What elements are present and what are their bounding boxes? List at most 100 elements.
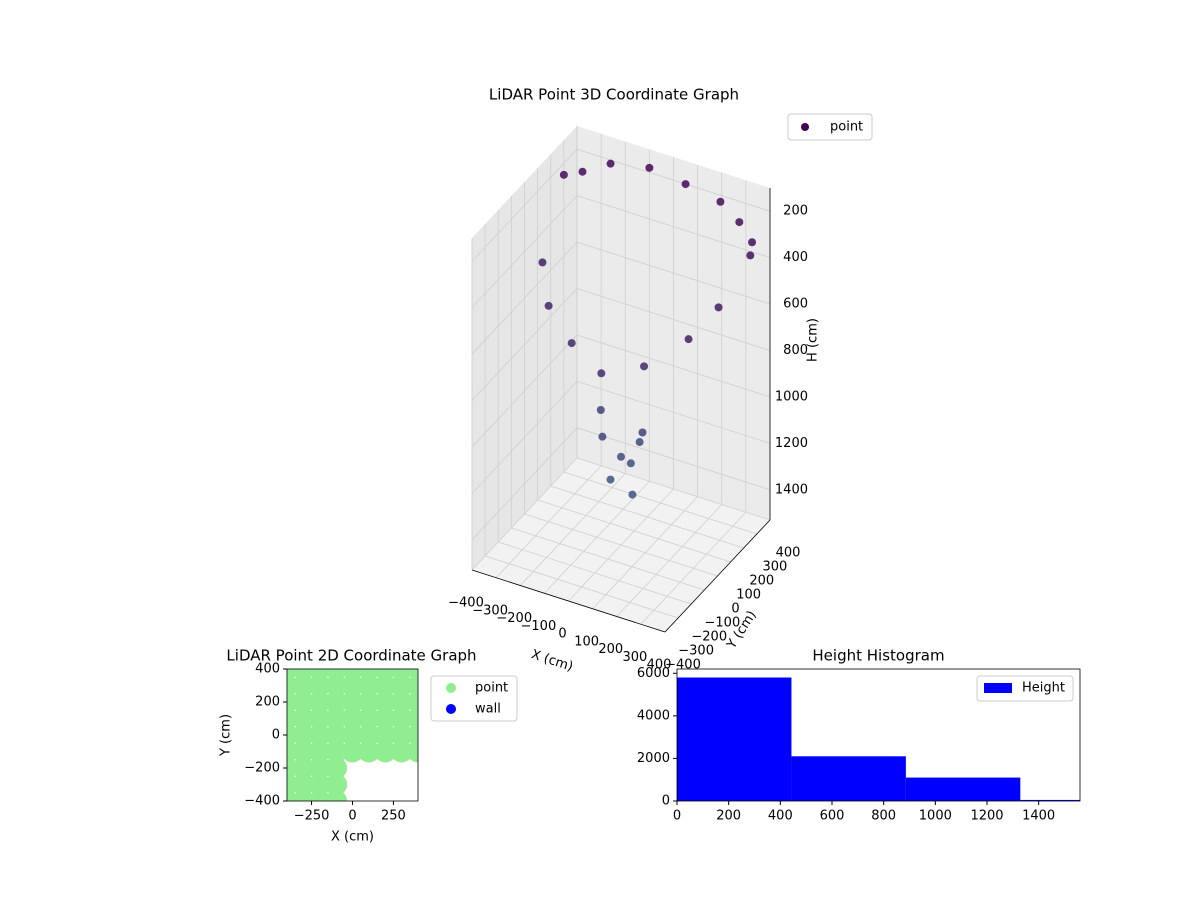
point [292, 790, 315, 801]
legend-label: Height [1022, 681, 1065, 696]
grid-line [576, 334, 771, 398]
point [684, 335, 693, 344]
point [681, 180, 690, 189]
x-tick-label: −200 [496, 611, 532, 626]
legend-marker [801, 123, 809, 131]
grid-line [537, 499, 731, 563]
legend-box [976, 675, 1074, 702]
y-tick-label: 300 [762, 560, 787, 575]
grid-line [576, 427, 771, 491]
y-tick-label: −100 [705, 616, 741, 631]
point [325, 724, 348, 746]
point [578, 167, 587, 176]
y-tick-label: −200 [691, 630, 727, 645]
point [544, 301, 553, 310]
x-tick-label: 1000 [919, 809, 952, 824]
point [390, 724, 413, 746]
grid-line [524, 513, 718, 577]
point [374, 674, 397, 697]
point [357, 691, 380, 713]
bar [905, 777, 1021, 801]
x-tick-label: 800 [871, 809, 896, 824]
x-tick-label: 100 [574, 634, 599, 649]
point [538, 258, 547, 267]
y-tick-label: −200 [244, 761, 280, 776]
point [598, 432, 607, 441]
point [390, 691, 413, 713]
y-tick-label: 100 [736, 588, 761, 603]
grid-line [471, 381, 578, 494]
grid-line [471, 288, 578, 401]
point [341, 740, 364, 763]
point [407, 740, 418, 763]
point [735, 218, 744, 227]
h-tick-label: 600 [783, 297, 808, 312]
point [407, 707, 418, 730]
x-tick-label: 600 [820, 809, 845, 824]
point [357, 707, 380, 730]
grid-line [471, 241, 578, 355]
h-axis-label: H (cm) [806, 318, 821, 362]
point [407, 691, 418, 713]
point [628, 490, 637, 499]
point [407, 724, 418, 746]
point [341, 724, 364, 746]
point [617, 452, 625, 461]
point [308, 757, 331, 779]
point [638, 428, 647, 437]
axis-line [471, 569, 666, 633]
x-tick-label: −100 [521, 619, 557, 634]
point [559, 170, 568, 179]
grid-line [498, 541, 692, 605]
grid-line [576, 288, 771, 351]
point [390, 740, 413, 763]
h-tick-label: 1000 [775, 389, 808, 404]
x-tick-label: 300 [622, 650, 647, 665]
grid-line [576, 241, 771, 305]
y-tick-label: −300 [678, 644, 714, 659]
point [308, 691, 331, 713]
point [635, 438, 644, 447]
y-tick-label: −400 [244, 794, 280, 809]
legend-label: point [475, 681, 508, 696]
x-tick-label: −300 [472, 603, 508, 618]
point [292, 773, 315, 796]
point [308, 790, 331, 801]
grid-line [576, 381, 771, 444]
h-tick-label: 1200 [775, 436, 808, 451]
grid-line [485, 555, 679, 619]
y-tick-label: 400 [776, 546, 801, 561]
point [626, 459, 635, 468]
x-tick-label: 200 [598, 642, 623, 657]
point [645, 163, 654, 172]
x-tick-label: −250 [294, 809, 330, 824]
x-tick-label: 400 [647, 658, 672, 673]
y-axis-label: Y (cm) [219, 714, 234, 757]
y-tick-label: 200 [749, 574, 774, 589]
point [341, 674, 364, 697]
legend-marker [446, 704, 456, 714]
point [374, 707, 397, 730]
point [390, 674, 413, 697]
point [567, 339, 576, 348]
x-tick-label: 0 [558, 627, 566, 642]
point [292, 740, 315, 763]
chart-title: LiDAR Point 3D Coordinate Graph [489, 86, 739, 104]
point [374, 740, 397, 763]
h-tick-label: 1400 [775, 482, 808, 497]
point [390, 707, 413, 730]
point [374, 724, 397, 746]
y-tick-label: 6000 [637, 666, 670, 681]
point [596, 406, 605, 415]
point [308, 724, 331, 746]
x-tick-label: 400 [768, 809, 793, 824]
grid-line [471, 148, 578, 262]
point [292, 674, 315, 697]
y-tick-label: −400 [665, 658, 701, 673]
point [325, 757, 348, 779]
y-tick-label: 0 [272, 728, 280, 743]
plot-frame [676, 668, 1081, 802]
x-tick-label: 1200 [970, 809, 1003, 824]
x-tick-label: 0 [348, 809, 356, 824]
